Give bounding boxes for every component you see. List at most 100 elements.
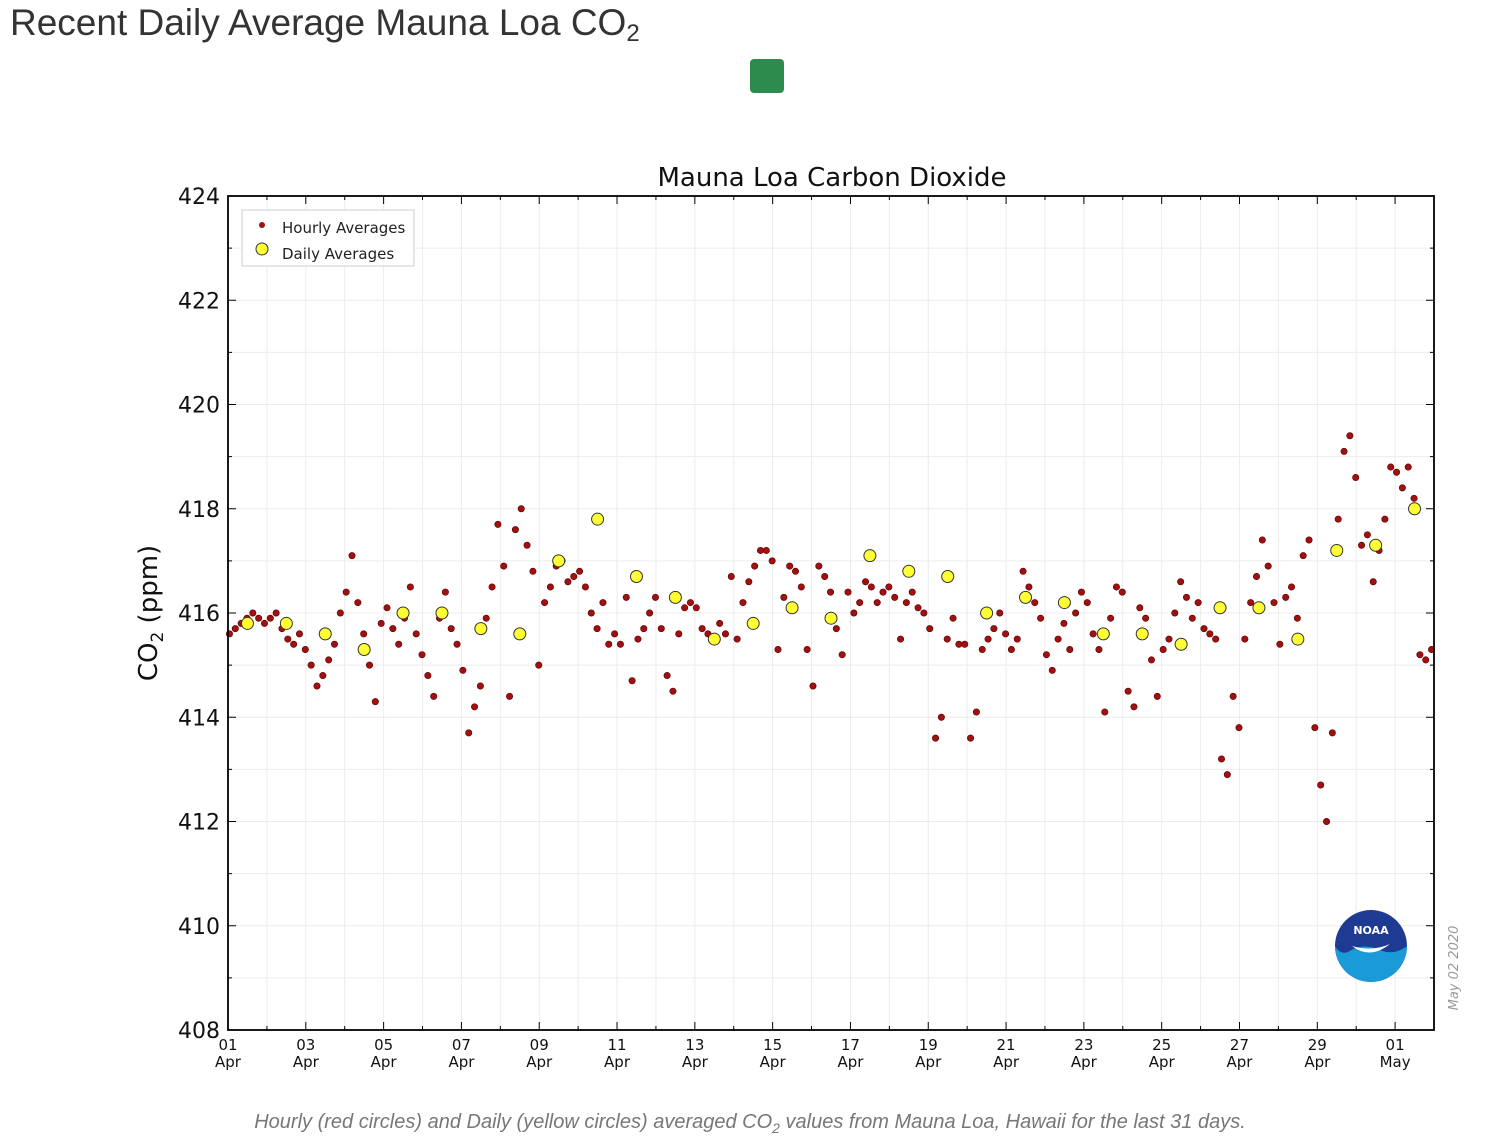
hourly-point: [284, 635, 292, 643]
hourly-point: [424, 672, 432, 680]
hourly-point: [1247, 599, 1255, 607]
y-tick-label: 424: [178, 185, 220, 210]
hourly-point: [1334, 515, 1342, 523]
legend-box: [241, 209, 415, 267]
hourly-point: [646, 609, 654, 617]
hourly-point: [838, 651, 846, 659]
hourly-point: [523, 541, 531, 549]
status-square[interactable]: [750, 59, 784, 93]
daily-point: [824, 611, 838, 625]
daily-point: [941, 570, 955, 584]
hourly-point: [920, 609, 928, 617]
daily-point: [240, 616, 254, 630]
hourly-point: [891, 593, 899, 601]
hourly-point: [330, 640, 338, 648]
hourly-point: [1130, 703, 1138, 711]
hourly-point: [1317, 781, 1325, 789]
hourly-point: [815, 562, 823, 570]
daily-point: [435, 606, 449, 620]
hourly-point: [739, 599, 747, 607]
daily-point: [1174, 637, 1188, 651]
hourly-point: [593, 625, 601, 633]
figure-caption: Hourly (red circles) and Daily (yellow c…: [0, 1111, 1500, 1136]
hourly-point: [1095, 645, 1103, 653]
hourly-point: [897, 635, 905, 643]
hourly-point: [1393, 468, 1401, 476]
hourly-point: [255, 614, 263, 622]
hourly-point: [908, 588, 916, 596]
x-tick-label-month: Apr: [293, 1053, 320, 1071]
hourly-point: [1077, 588, 1085, 596]
hourly-point: [476, 682, 484, 690]
hourly-point: [1369, 578, 1377, 586]
hourly-point: [1217, 755, 1225, 763]
daily-point: [668, 590, 682, 604]
hourly-point: [1410, 494, 1418, 502]
hourly-point: [1118, 588, 1126, 596]
hourly-point: [360, 630, 368, 638]
hourly-point: [780, 593, 788, 601]
hourly-point: [231, 625, 239, 633]
hourly-point: [797, 583, 805, 591]
hourly-point: [1037, 614, 1045, 622]
hourly-point: [1258, 536, 1266, 544]
y-tick-label: 420: [178, 394, 220, 419]
hourly-point: [389, 625, 397, 633]
hourly-point: [611, 630, 619, 638]
x-tick-label-day: 25: [1152, 1036, 1171, 1054]
hourly-point: [459, 666, 467, 674]
hourly-point: [932, 734, 940, 742]
hourly-point: [1253, 573, 1261, 581]
hourly-point: [430, 692, 438, 700]
hourly-point: [1299, 552, 1307, 560]
hourly-point: [774, 645, 782, 653]
hourly-point: [354, 599, 362, 607]
hourly-point: [984, 635, 992, 643]
axis-ticks: [227, 195, 1435, 1031]
hourly-point: [295, 630, 303, 638]
x-tick-label-month: Apr: [915, 1053, 942, 1071]
daily-point: [318, 627, 332, 641]
x-tick-label-day: 23: [1074, 1036, 1093, 1054]
page-title-subscript: 2: [626, 20, 640, 47]
daily-point: [1369, 538, 1383, 552]
hourly-point: [1124, 687, 1132, 695]
hourly-point: [494, 520, 502, 528]
hourly-point: [1352, 473, 1360, 481]
x-tick-label-month: Apr: [215, 1053, 242, 1071]
x-tick-label-day: 21: [997, 1036, 1016, 1054]
legend-daily-marker: [255, 242, 269, 256]
y-tick-label: 422: [178, 289, 220, 314]
hourly-point: [1142, 614, 1150, 622]
hourly-point: [1311, 724, 1319, 732]
page-title: Recent Daily Average Mauna Loa CO2: [10, 2, 640, 48]
hourly-point: [587, 609, 595, 617]
x-tick-label-month: Apr: [682, 1053, 709, 1071]
hourly-point: [482, 614, 490, 622]
daily-point: [746, 616, 760, 630]
hourly-point: [290, 640, 298, 648]
hourly-point: [564, 578, 572, 586]
y-tick-label: 414: [178, 706, 220, 731]
x-tick-label-day: 29: [1308, 1036, 1327, 1054]
hourly-point: [943, 635, 951, 643]
daily-point: [1019, 590, 1033, 604]
hourly-point: [441, 588, 449, 596]
hourly-point: [1194, 599, 1202, 607]
hourly-point: [325, 656, 333, 664]
hourly-point: [1025, 583, 1033, 591]
x-tick-label-day: 19: [919, 1036, 938, 1054]
daily-point: [279, 616, 293, 630]
hourly-point: [1398, 484, 1406, 492]
hourly-point: [628, 677, 636, 685]
date-watermark: May 02 2020: [1447, 926, 1462, 1011]
hourly-point: [366, 661, 374, 669]
daily-point: [357, 642, 371, 656]
hourly-point: [471, 703, 479, 711]
hourly-point: [453, 640, 461, 648]
daily-point: [707, 632, 721, 646]
hourly-point: [1381, 515, 1389, 523]
x-tick-label-day: 15: [763, 1036, 782, 1054]
hourly-point: [1171, 609, 1179, 617]
x-tick-label-month: Apr: [837, 1053, 864, 1071]
